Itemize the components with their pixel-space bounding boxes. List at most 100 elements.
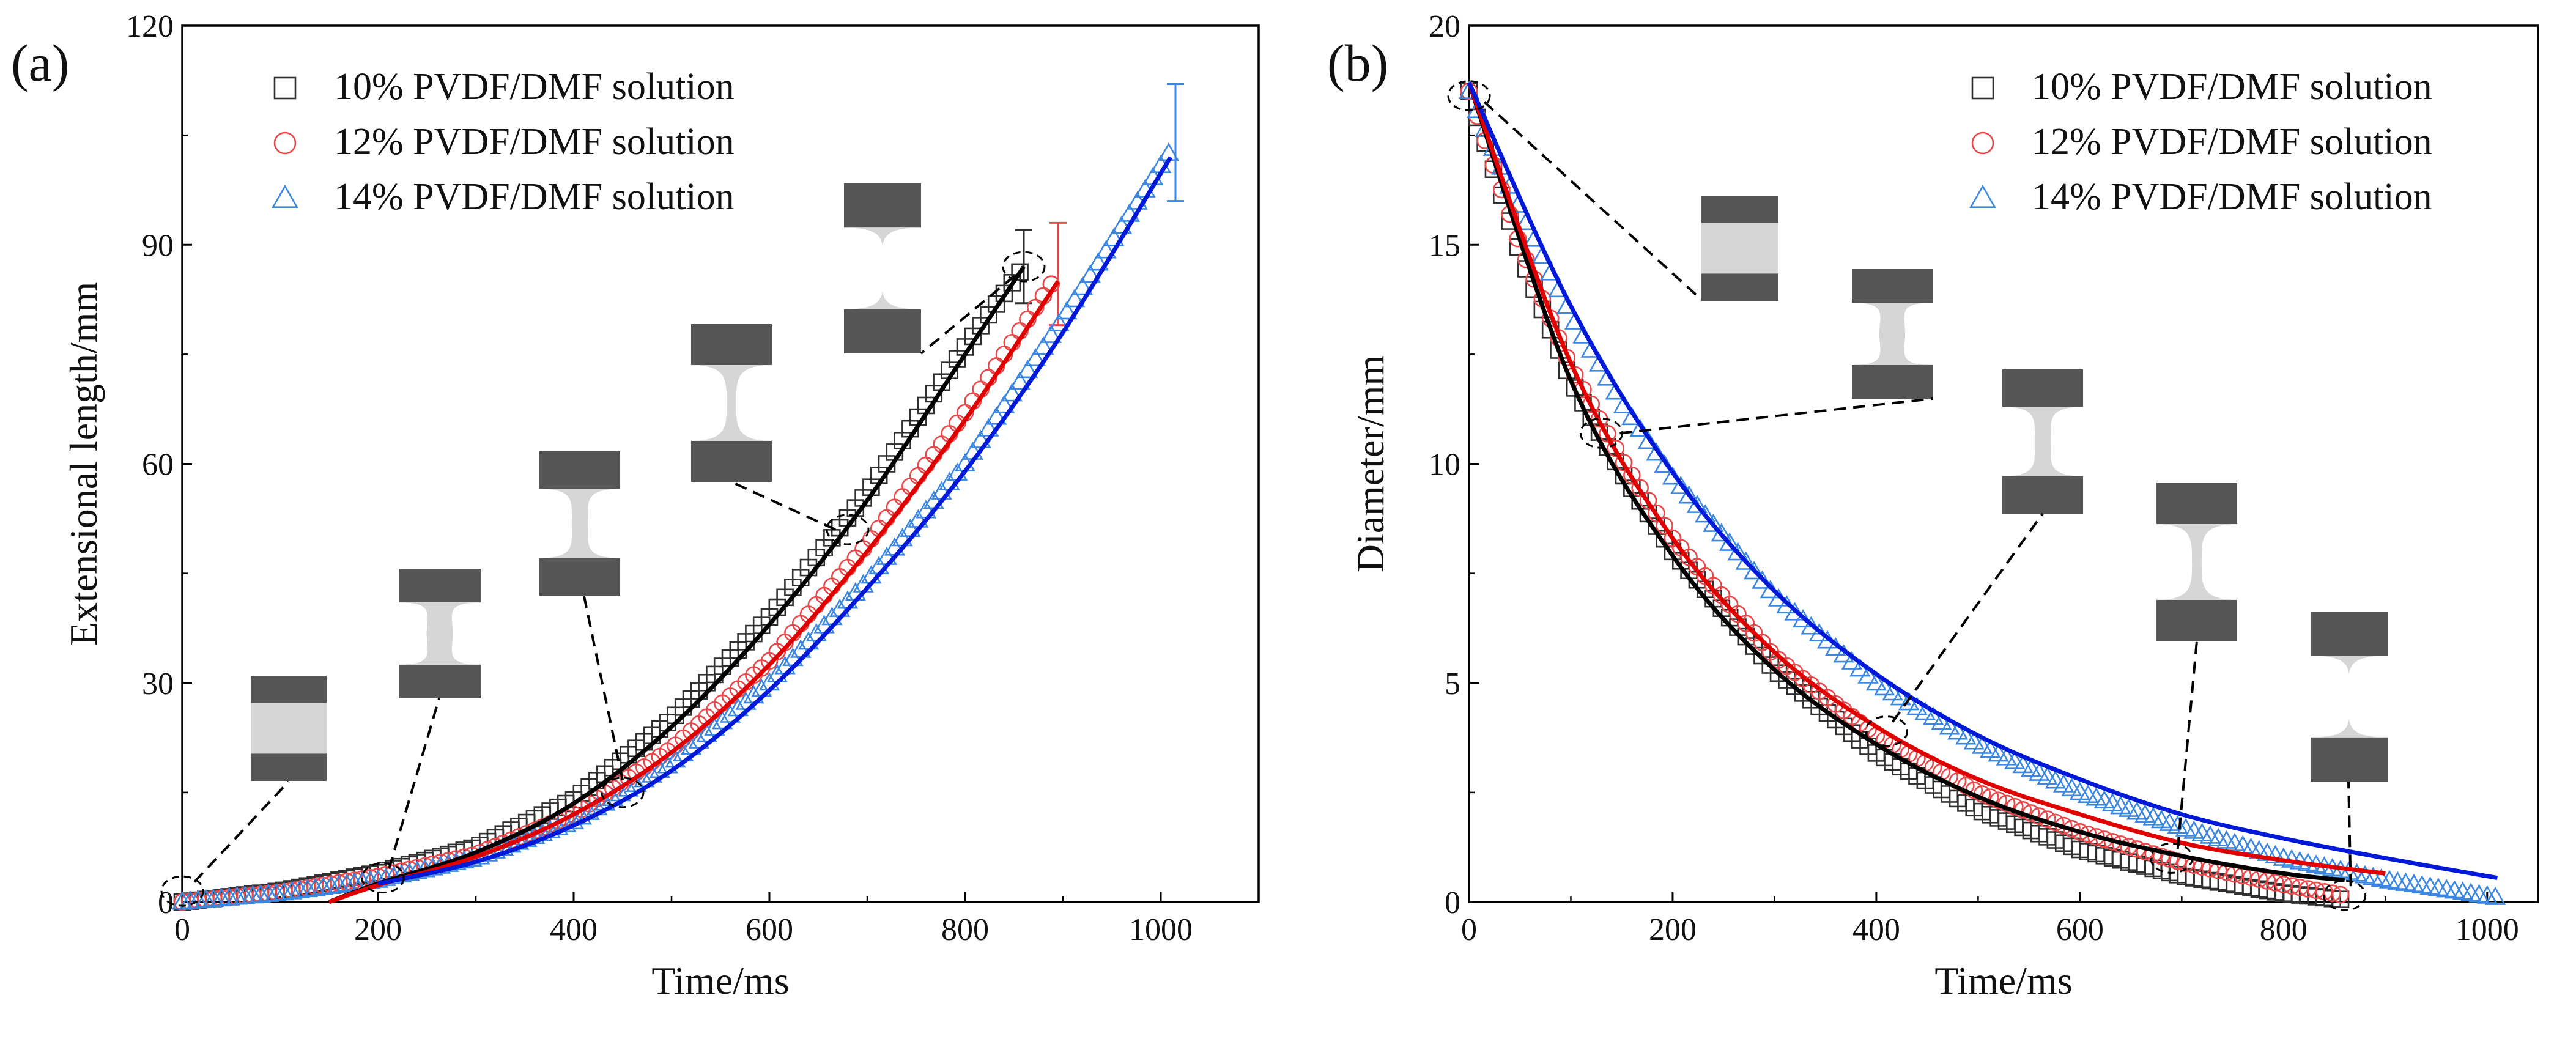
data-point <box>1011 263 1029 281</box>
data-point <box>712 711 733 730</box>
data-point <box>1971 735 1993 754</box>
data-point <box>1025 347 1046 367</box>
y-tick-label: 10 <box>1429 448 1460 482</box>
data-point <box>1980 739 2001 758</box>
highlight-ellipse <box>1865 715 1909 747</box>
data-point <box>978 418 999 437</box>
y-tick-label: 90 <box>142 228 174 263</box>
data-point <box>297 879 318 898</box>
leader-line <box>920 275 1016 355</box>
filament-liquid <box>2156 524 2237 600</box>
data-point <box>1890 687 1912 706</box>
data-point <box>1056 301 1078 320</box>
filament-bottom-plate <box>2156 599 2237 641</box>
legend: 10% PVDF/DMF solution 12% PVDF/DMF soluti… <box>272 66 735 218</box>
filament-top-plate <box>251 676 327 703</box>
panel-b: (b) 0 200 400 600 800 1000 0 5 10 15 20 Time/ms Diame… <box>1327 9 2539 1002</box>
filament-inset <box>251 676 327 781</box>
data-point <box>727 698 749 717</box>
filament-inset <box>1852 269 1933 399</box>
y-tick-label: 0 <box>1445 885 1460 920</box>
filament-inset <box>2002 369 2083 514</box>
data-point <box>993 394 1015 413</box>
data-point <box>273 882 295 901</box>
data-point <box>1064 289 1086 308</box>
filament-bottom-plate <box>251 753 327 781</box>
filament-top-plate <box>2002 369 2083 407</box>
filament-liquid <box>399 602 481 665</box>
data-point <box>1615 454 1633 471</box>
filament-top-plate <box>1701 196 1778 223</box>
data-point <box>1648 504 1665 522</box>
fit-curve-10pct <box>1467 81 2345 882</box>
data-point <box>2484 886 2506 905</box>
data-point <box>2020 758 2042 777</box>
data-point <box>1040 324 1062 343</box>
data-point <box>1874 677 1895 696</box>
y-tick-label: 30 <box>142 667 174 701</box>
data-point <box>1087 252 1109 271</box>
y-tick-label: 15 <box>1429 228 1460 263</box>
data-point <box>289 879 311 898</box>
filament-bottom-plate <box>399 664 481 698</box>
data-point <box>2307 881 2325 900</box>
data-point <box>1711 523 1733 542</box>
y-tick-label: 120 <box>126 9 174 44</box>
data-point <box>1955 726 1977 745</box>
filament-bottom-plate <box>844 309 921 353</box>
legend-marker <box>272 184 298 208</box>
data-point <box>1727 542 1749 561</box>
series-14pct <box>1458 80 2506 905</box>
data-point <box>1678 485 1700 504</box>
data-point <box>305 878 326 896</box>
x-axis-label: Time/ms <box>651 959 789 1002</box>
data-point <box>555 813 577 832</box>
data-point <box>1048 312 1070 331</box>
filament-bottom-plate <box>539 558 620 596</box>
highlight-ellipse <box>361 862 405 894</box>
data-point <box>1009 371 1031 390</box>
filament-inset <box>1701 196 1778 301</box>
data-point <box>696 723 717 742</box>
data-point <box>1017 360 1038 379</box>
filament-top-plate <box>2156 483 2237 525</box>
data-point <box>336 873 357 892</box>
data-point <box>313 876 334 895</box>
data-point <box>2323 884 2342 902</box>
x-tick-label: 600 <box>746 912 793 947</box>
data-point <box>1639 492 1657 509</box>
leader-line <box>1483 101 1703 301</box>
data-point <box>1095 240 1117 259</box>
highlight-ellipse <box>601 777 645 808</box>
data-point <box>265 882 287 901</box>
data-point <box>1922 706 1944 725</box>
data-point <box>688 730 709 749</box>
data-point <box>2061 777 2082 797</box>
highlight-ellipse <box>160 875 204 907</box>
data-point <box>2152 848 2171 865</box>
data-point <box>2071 823 2089 841</box>
legend-label: 14% PVDF/DMF solution <box>334 176 735 218</box>
data-point <box>1670 475 1692 494</box>
filament-bottom-plate <box>2311 737 2388 782</box>
data-point <box>1703 513 1724 532</box>
filament-liquid <box>691 365 772 441</box>
filament-inset <box>691 324 772 482</box>
data-point <box>1111 215 1133 234</box>
data-point <box>1119 203 1140 222</box>
data-point <box>281 881 303 900</box>
filament-inset <box>539 451 620 596</box>
data-point <box>1931 711 1952 730</box>
x-tick-label: 0 <box>174 912 190 947</box>
x-tick-label: 800 <box>941 912 989 947</box>
legend-marker <box>1971 76 1994 100</box>
filament-inset <box>844 183 921 353</box>
data-point <box>2267 874 2284 892</box>
highlight-ellipse <box>1002 251 1046 283</box>
legend: 10% PVDF/DMF solution 12% PVDF/DMF soluti… <box>1969 66 2432 218</box>
filament-top-plate <box>399 569 481 603</box>
legend-label: 12% PVDF/DMF solution <box>2032 121 2432 163</box>
filament-bottom-plate <box>691 440 772 482</box>
fit-curve-14pct <box>1467 81 2498 881</box>
